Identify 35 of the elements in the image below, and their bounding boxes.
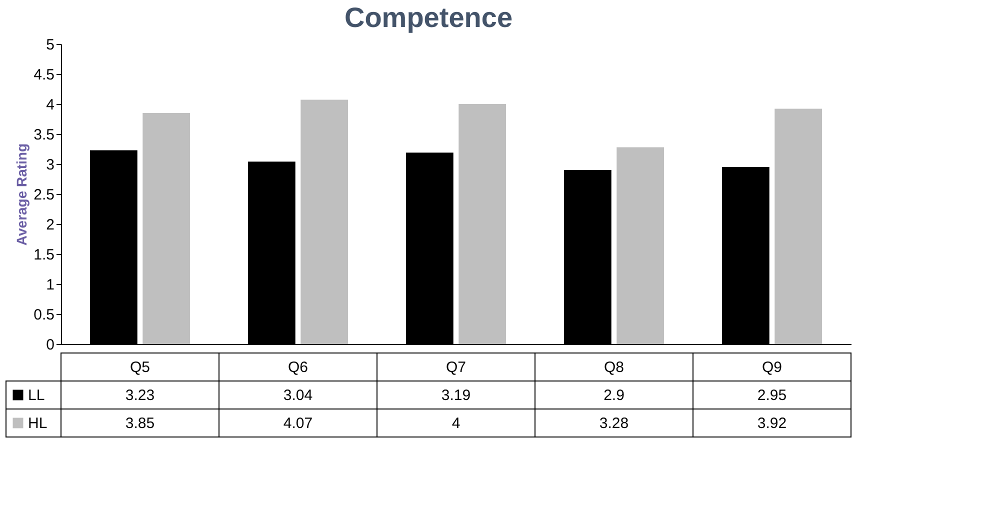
data-label: 3.92 <box>757 415 787 432</box>
x-tick-label: Q8 <box>604 359 624 376</box>
bar <box>774 108 822 344</box>
data-label: 3.19 <box>441 387 471 404</box>
x-tick-label: Q6 <box>288 359 308 376</box>
bar <box>142 113 190 344</box>
x-tick-label: Q5 <box>130 359 150 376</box>
y-tick-label: 0 <box>46 336 54 354</box>
bar <box>616 147 664 344</box>
y-tick-label: 3 <box>46 156 54 174</box>
y-tick-label: 0.5 <box>34 306 54 324</box>
y-tick-label: 3.5 <box>34 126 54 144</box>
y-tick-label: 4 <box>46 96 54 114</box>
data-label: 2.95 <box>757 387 787 404</box>
legend-label: LL <box>28 387 45 404</box>
data-label: 4.07 <box>283 415 313 432</box>
y-tick-label: 4.5 <box>34 66 54 84</box>
y-axis-title: Average Rating <box>14 143 30 246</box>
data-label: 3.23 <box>125 387 155 404</box>
x-tick-label: Q9 <box>762 359 782 376</box>
bar <box>458 104 506 344</box>
data-label: 4 <box>452 415 460 432</box>
data-label: 2.9 <box>604 387 624 404</box>
y-tick-label: 2 <box>46 216 54 234</box>
y-tick-label: 1.5 <box>34 246 54 264</box>
bar <box>300 100 348 344</box>
data-label: 3.04 <box>283 387 313 404</box>
x-tick-label: Q7 <box>446 359 466 376</box>
y-tick-label: 5 <box>46 36 54 54</box>
y-tick-label: 2.5 <box>34 186 54 204</box>
data-label: 3.85 <box>125 415 155 432</box>
y-tick-label: 1 <box>46 276 54 294</box>
data-label: 3.28 <box>599 415 629 432</box>
chart-title: Competence <box>344 2 513 33</box>
legend-label: HL <box>28 415 48 432</box>
